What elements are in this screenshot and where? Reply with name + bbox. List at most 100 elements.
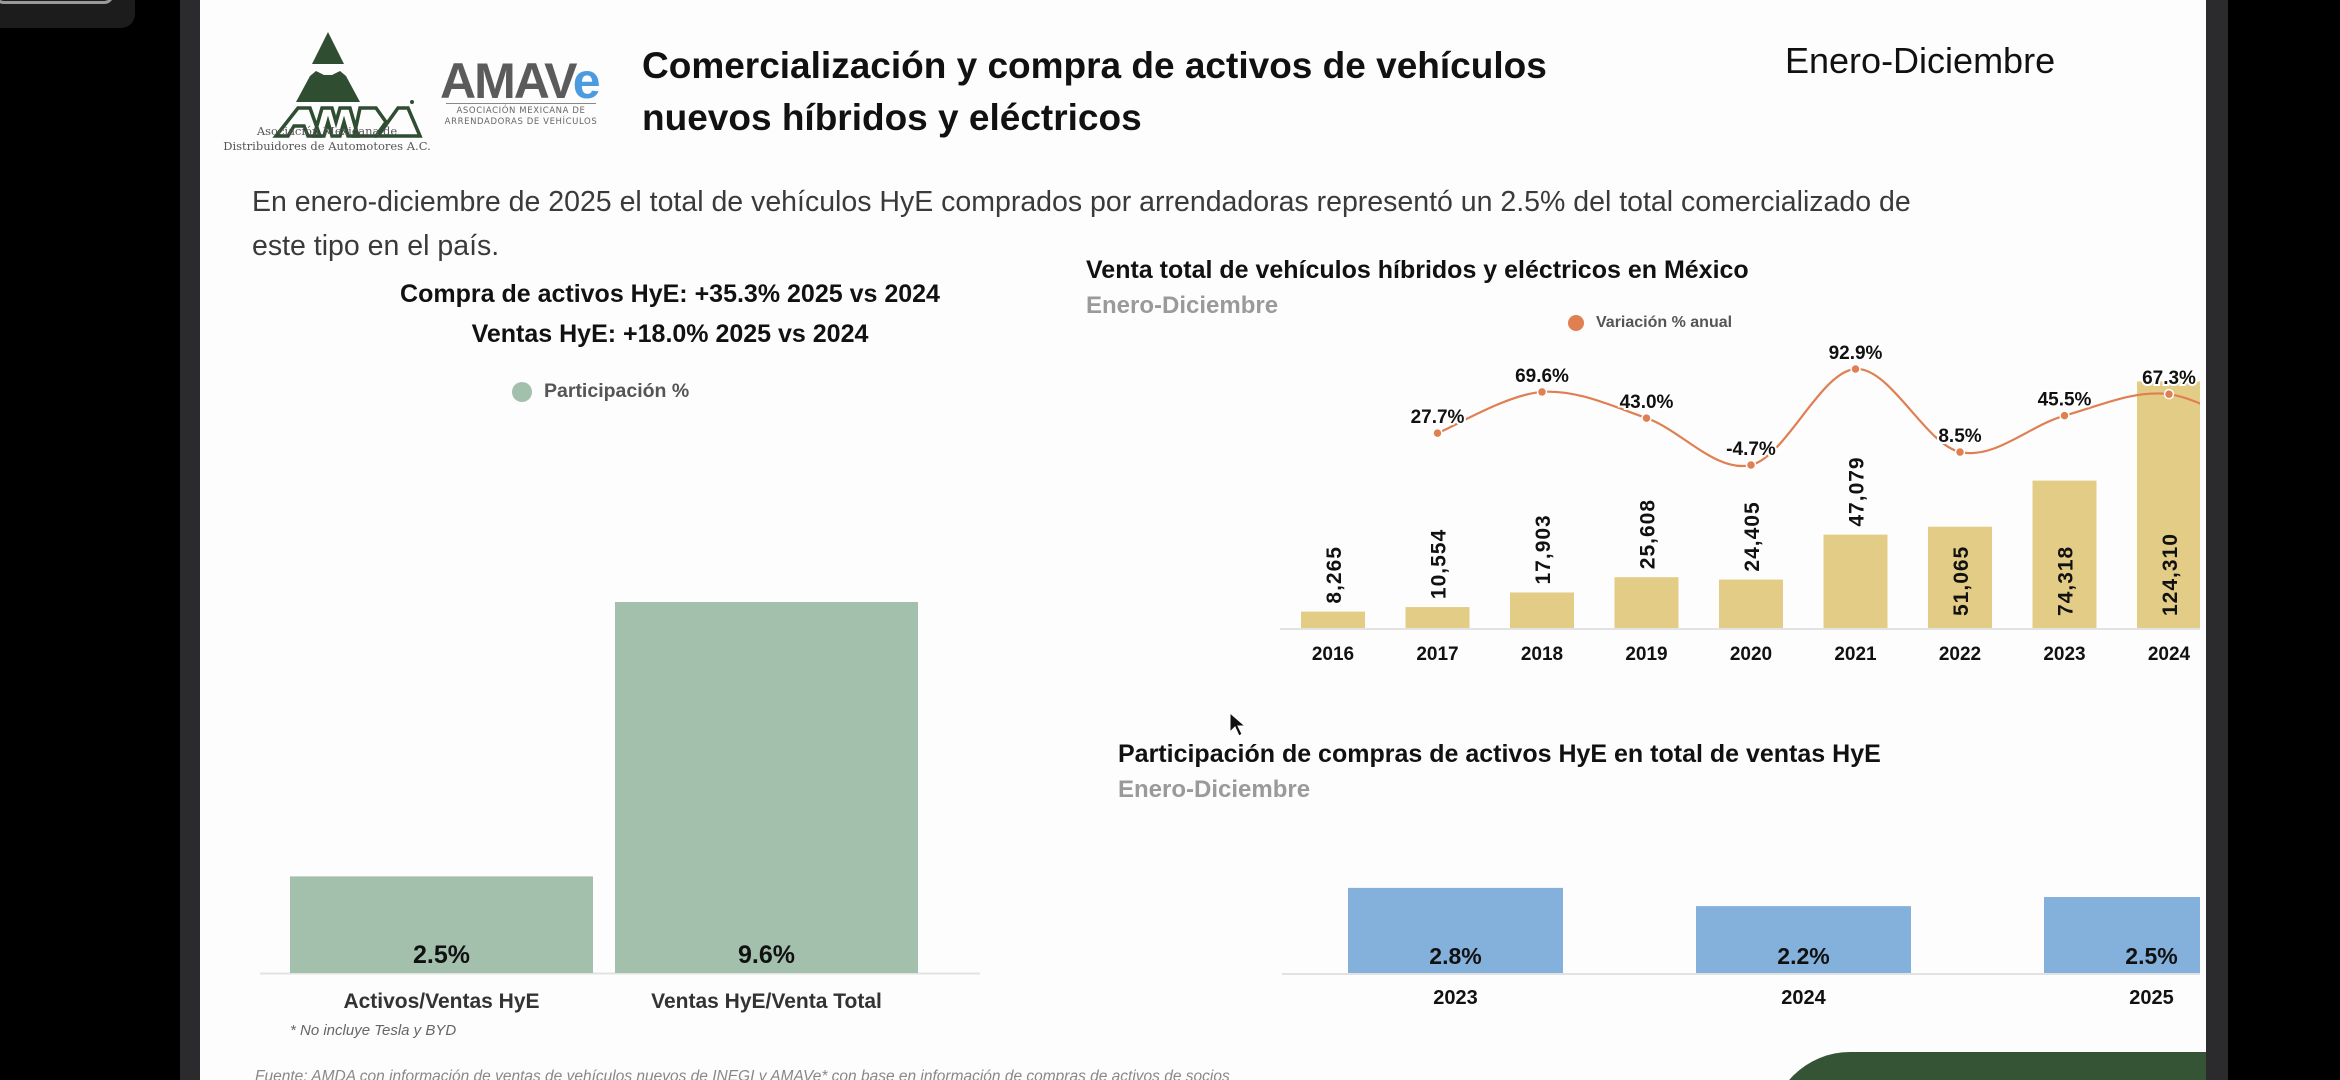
- live-badge: LIVE: [0, 0, 114, 4]
- variation-label: 69.6%: [1515, 366, 1569, 387]
- data-label: 2.2%: [1777, 943, 1829, 969]
- variation-point: [1850, 363, 1861, 375]
- bar: [2044, 897, 2200, 973]
- year-label: 2025: [2129, 987, 2174, 1009]
- amave-subtitle: ASOCIACIÓN MEXICANA DE ARRENDADORAS DE V…: [440, 106, 602, 128]
- left-headline: Compra de activos HyE: +35.3% 2025 vs 20…: [220, 274, 1120, 354]
- amave-divider: [446, 103, 596, 104]
- share-chart-title: Participación de compras de activos HyE …: [1118, 740, 1881, 768]
- amda-subtitle: Asociación Mexicana de Distribuidores de…: [220, 124, 434, 154]
- variation-label: 43.0%: [1620, 392, 1674, 413]
- legend-label: Variación % anual: [1596, 314, 1733, 331]
- bar: [2137, 381, 2200, 628]
- bar: [1510, 592, 1574, 628]
- legend-marker-icon: [1568, 315, 1584, 331]
- legend-label: Participación %: [544, 380, 690, 402]
- bar-value-label: 74,318: [2055, 546, 2078, 616]
- bar-value-label: 10,554: [1428, 529, 1451, 599]
- amave-subtitle-line2: ARRENDADORAS DE VEHÍCULOS: [444, 117, 598, 127]
- summary-line2: este tipo en el país.: [252, 230, 500, 262]
- amda-logo-icon: [272, 32, 423, 138]
- variation-point: [1641, 412, 1652, 424]
- year-label: 2017: [1416, 644, 1458, 665]
- footnote: * No incluye Tesla y BYD: [290, 1022, 457, 1039]
- bar-value-label: 124,310: [2159, 533, 2182, 616]
- year-label: 2023: [2043, 644, 2085, 665]
- summary-text: En enero-diciembre de 2025 el total de v…: [252, 180, 2152, 268]
- year-label: 2023: [1433, 987, 1478, 1009]
- slide-title: Comercialización y compra de activos de …: [642, 40, 1742, 144]
- period-label: Enero-Diciembre: [1785, 40, 2056, 81]
- year-label: 2024: [2148, 644, 2191, 665]
- participation-chart: 2.5% Activos/Ventas HyE 9.6% Ventas HyE/Ven…: [260, 602, 980, 1013]
- bar: [1614, 577, 1679, 628]
- amda-subtitle-line1: Asociación Mexicana de: [256, 124, 398, 138]
- share-chart: 2.8% 2023 2.2% 2024 2.5% 2025: [1282, 887, 2200, 1009]
- variation-label: 27.7%: [1411, 407, 1465, 428]
- bar: [1301, 611, 1365, 628]
- variation-label: 92.9%: [1829, 343, 1883, 364]
- year-label: 2018: [1521, 644, 1563, 665]
- frame-border-left: [180, 0, 200, 1080]
- bar: [1348, 887, 1563, 973]
- asset-purchase-growth: Compra de activos HyE: +35.3% 2025 vs 20…: [400, 280, 940, 308]
- summary-line1: En enero-diciembre de 2025 el total de v…: [252, 186, 1911, 218]
- year-label: 2016: [1312, 644, 1354, 665]
- year-label: 2020: [1730, 644, 1772, 665]
- category-label: Activos/Ventas HyE: [343, 990, 539, 1013]
- bar-value-label: 25,608: [1637, 499, 1660, 569]
- sales-chart: 8,265 2016 10,554 2017 17,903 2018 25,608 2019 2…: [1280, 341, 2200, 665]
- variation-label: 45.5%: [2038, 390, 2092, 411]
- bar-value-label: 24,405: [1741, 501, 1764, 571]
- data-label: 9.6%: [738, 941, 795, 969]
- variation-point: [2163, 388, 2175, 400]
- variation-point: [2059, 410, 2070, 421]
- variation-label: 8.5%: [1938, 426, 1981, 447]
- year-label: 2022: [1939, 644, 1981, 665]
- data-label: 2.5%: [2125, 943, 2177, 969]
- bar: [615, 602, 918, 973]
- bar-value-label: 47,079: [1846, 456, 1869, 526]
- bar: [1719, 579, 1783, 628]
- year-label: 2024: [1781, 987, 1826, 1009]
- slide-title-line1: Comercialización y compra de activos de …: [642, 45, 1547, 86]
- share-chart-subtitle: Enero-Diciembre: [1118, 776, 1311, 803]
- sales-growth: Ventas HyE: +18.0% 2025 vs 2024: [471, 320, 869, 348]
- variation-point: [1536, 386, 1548, 398]
- slide: Asociación Mexicana de Distribuidores de…: [200, 0, 2206, 1080]
- variation-point: [1954, 446, 1966, 458]
- amave-word-accent: e: [572, 53, 601, 109]
- year-label: 2021: [1834, 644, 1877, 665]
- bar: [1928, 526, 1992, 628]
- slide-title-line2: nuevos híbridos y eléctricos: [642, 97, 1142, 138]
- variation-point: [1432, 427, 1443, 439]
- bar-value-label: 51,065: [1950, 546, 1973, 616]
- data-label: 2.8%: [1429, 943, 1481, 969]
- variation-label: 67.3%: [2142, 368, 2196, 389]
- amda-subtitle-line2: Distribuidores de Automotores A.C.: [223, 139, 431, 153]
- bar-value-label: 8,265: [1323, 546, 1346, 604]
- bar-value-label: 17,903: [1532, 514, 1555, 584]
- amave-logo-icon: AMAVe: [440, 52, 601, 110]
- amave-subtitle-line1: ASOCIACIÓN MEXICANA DE: [456, 106, 586, 116]
- mouse-cursor-icon: [1229, 712, 1247, 737]
- source-note: Fuente: AMDA con información de ventas d…: [255, 1068, 1230, 1080]
- live-badge-container: LIVE: [0, 0, 135, 28]
- variation-legend: Variación % anual: [1568, 314, 1732, 332]
- legend-marker-icon: [512, 381, 532, 402]
- frame-border-right: [2206, 0, 2228, 1080]
- bar: [1405, 607, 1470, 628]
- category-label: Ventas HyE/Venta Total: [651, 990, 882, 1013]
- bar: [1823, 534, 1888, 628]
- participation-legend: Participación %: [512, 380, 689, 403]
- variation-point: [1745, 459, 1757, 471]
- data-label: 2.5%: [413, 941, 470, 969]
- amave-word-main: AMAV: [440, 53, 575, 109]
- bar: [290, 876, 593, 973]
- decorative-green-tab: [1770, 1052, 2206, 1080]
- variation-label: -4.7%: [1726, 439, 1776, 460]
- year-label: 2019: [1625, 644, 1667, 665]
- bar: [1696, 906, 1911, 973]
- sales-chart-subtitle: Enero-Diciembre: [1086, 292, 1279, 319]
- sales-chart-title: Venta total de vehículos híbridos y eléc…: [1086, 256, 1749, 284]
